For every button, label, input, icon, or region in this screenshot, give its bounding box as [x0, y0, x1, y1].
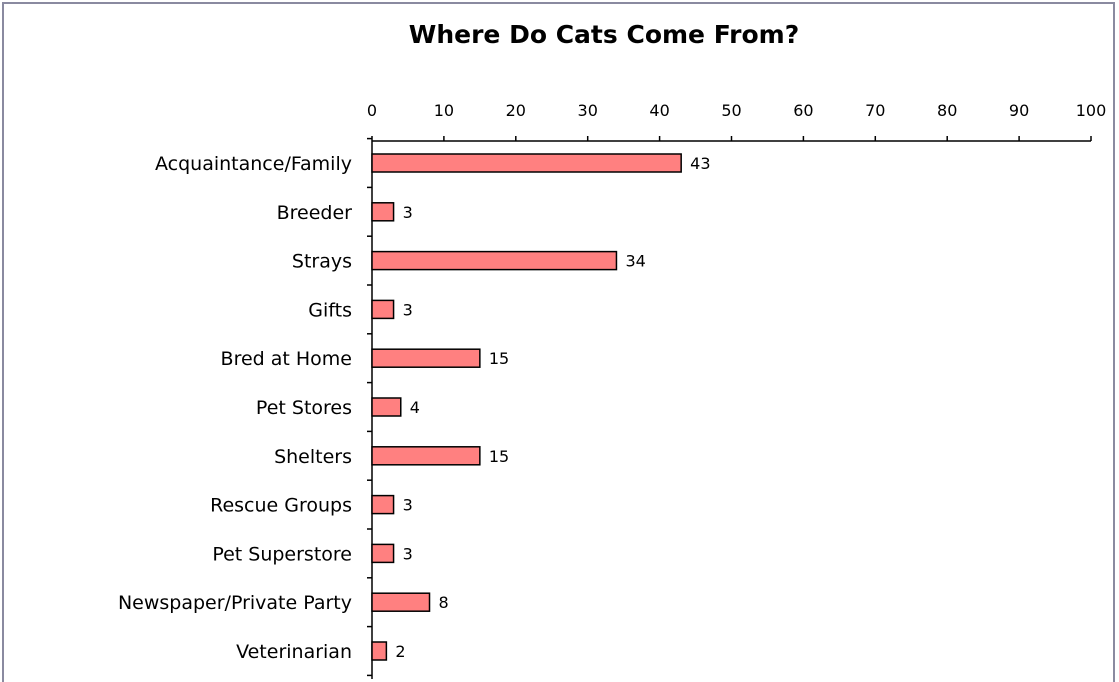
category-labels: Acquaintance/Family Breeder Strays Gifts Bre… [118, 153, 352, 663]
data-label: 3 [403, 203, 413, 222]
data-labels: 43 3 34 3 15 4 15 3 3 8 2 [395, 154, 710, 661]
x-tick-label: 50 [721, 101, 741, 120]
bar [371, 250, 618, 271]
data-label: 15 [489, 447, 509, 466]
data-label: 4 [410, 398, 420, 417]
x-tick-label: 90 [1009, 101, 1029, 120]
x-tick-label: 70 [865, 101, 885, 120]
bar [371, 446, 481, 466]
category-label: Acquaintance/Family [155, 153, 352, 175]
bar [371, 641, 388, 661]
data-label: 34 [625, 252, 645, 271]
category-label: Rescue Groups [210, 495, 352, 517]
data-label: 3 [403, 300, 413, 319]
category-label: Strays [292, 251, 352, 273]
bar [371, 592, 431, 612]
data-label: 3 [403, 544, 413, 563]
category-label: Breeder [277, 202, 353, 224]
x-tick-label: 40 [649, 101, 669, 120]
bar [371, 543, 395, 564]
category-label: Gifts [308, 299, 352, 321]
x-tick-label: 30 [578, 101, 598, 120]
category-label: Shelters [274, 446, 352, 468]
category-label: Bred at Home [221, 348, 352, 370]
x-tick-label: 100 [1076, 101, 1107, 120]
data-label: 2 [395, 642, 405, 661]
category-label: Newspaper/Private Party [118, 592, 352, 614]
x-tick-label: 0 [367, 101, 377, 120]
bars [371, 153, 682, 661]
bar [371, 397, 402, 417]
category-label: Veterinarian [236, 641, 352, 663]
x-tick-label: 80 [937, 101, 957, 120]
chart-title: Where Do Cats Come From? [409, 20, 799, 49]
category-label: Pet Superstore [212, 543, 352, 565]
data-label: 8 [439, 593, 449, 612]
data-label: 3 [403, 496, 413, 515]
x-tick-label: 20 [506, 101, 526, 120]
x-axis: 0 10 20 30 40 50 60 70 80 90 100 [367, 101, 1106, 679]
x-tick-label: 60 [793, 101, 813, 120]
bar [371, 153, 682, 173]
x-tick-label: 10 [434, 101, 454, 120]
bar [371, 299, 395, 320]
bar [371, 494, 395, 515]
bar [371, 348, 481, 368]
data-label: 43 [690, 154, 710, 173]
data-label: 15 [489, 349, 509, 368]
category-label: Pet Stores [256, 397, 352, 419]
bar [371, 202, 395, 222]
